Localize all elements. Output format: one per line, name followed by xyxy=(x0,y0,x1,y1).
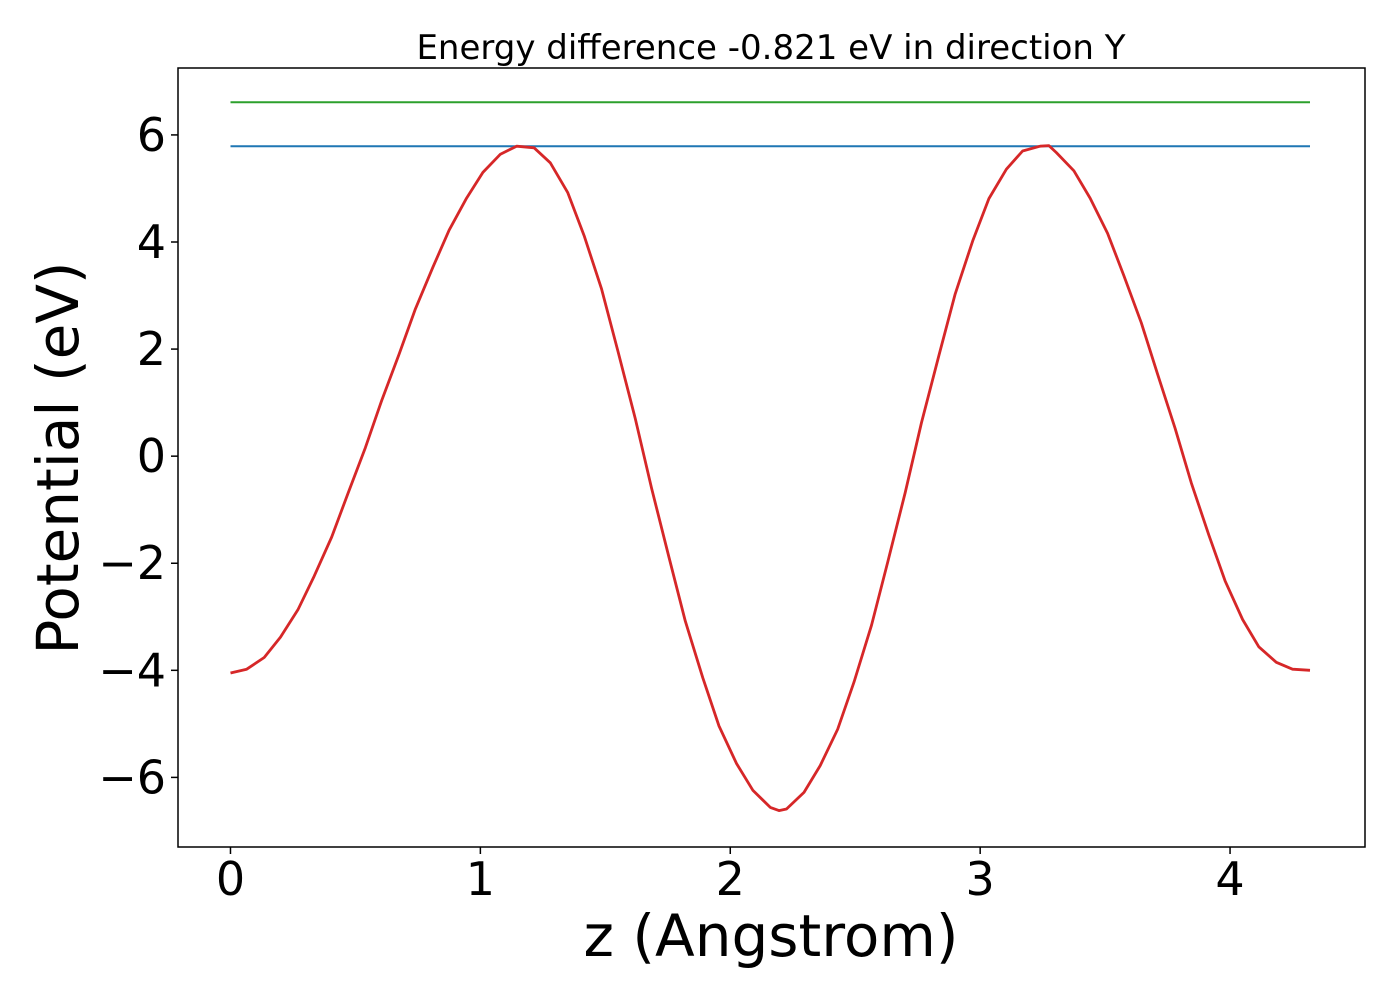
series-layer xyxy=(230,101,1311,812)
x-tick-label: 0 xyxy=(216,852,245,906)
series-line-potential xyxy=(230,144,1311,812)
y-axis-ticks: −6 −4 −2 0 2 4 6 xyxy=(98,108,178,804)
x-tick-label: 3 xyxy=(966,852,995,906)
y-tick-label: 0 xyxy=(137,429,166,483)
y-axis-label: Potential (eV) xyxy=(24,261,92,654)
y-tick-label: −4 xyxy=(98,643,166,697)
chart-title: Energy difference -0.821 eV in direction… xyxy=(416,28,1125,68)
y-tick-label: −2 xyxy=(98,536,166,590)
y-tick-label: 4 xyxy=(137,215,166,269)
x-axis-label: z (Angstrom) xyxy=(584,902,959,970)
x-tick-label: 2 xyxy=(716,852,745,906)
y-tick-label: −6 xyxy=(98,750,166,804)
plot-area-frame xyxy=(177,67,1366,848)
y-tick-label: 6 xyxy=(137,108,166,162)
x-tick-label: 4 xyxy=(1215,852,1244,906)
x-axis-ticks: 0 1 2 3 4 xyxy=(216,847,1245,906)
y-tick-label: 2 xyxy=(137,322,166,376)
x-tick-label: 1 xyxy=(466,852,495,906)
